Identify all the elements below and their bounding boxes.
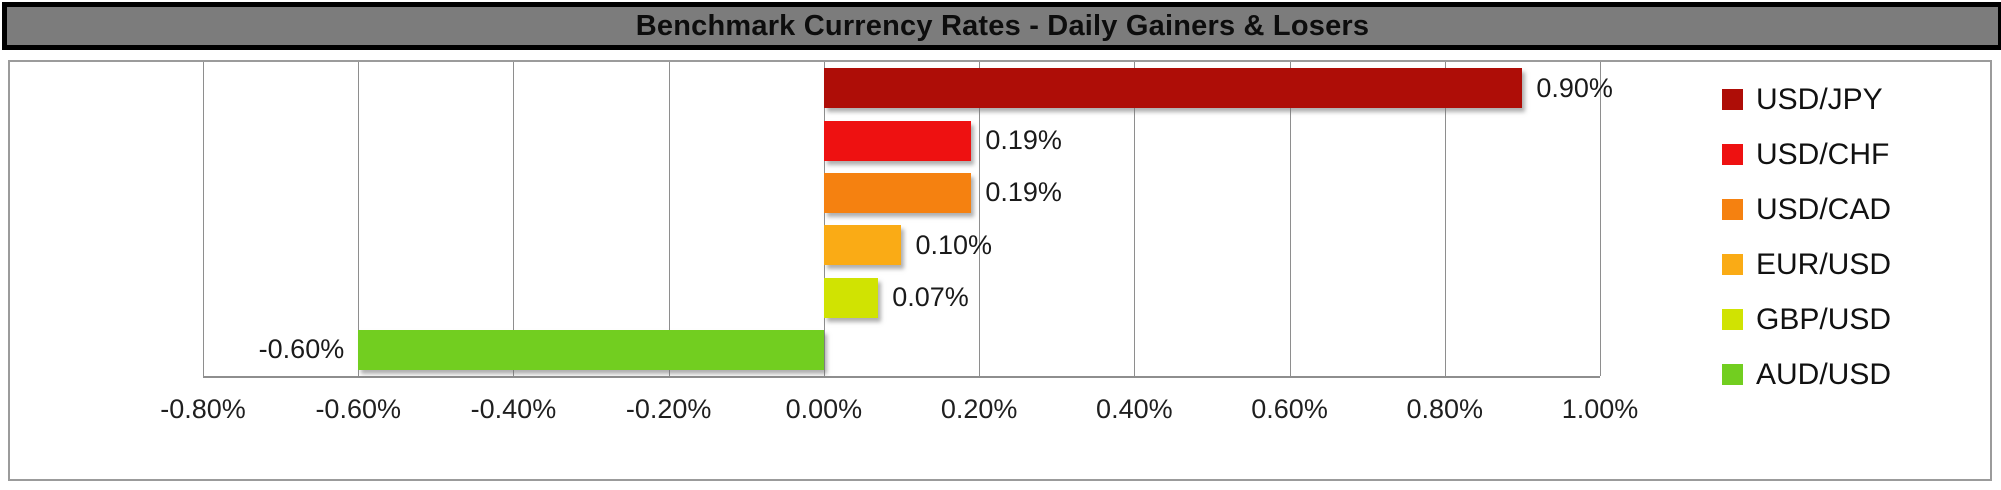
legend-item-usd-jpy: USD/JPY	[1722, 72, 1982, 127]
gridline	[1134, 62, 1136, 376]
bar-value-label: 0.07%	[892, 282, 969, 312]
legend-swatch-icon	[1722, 309, 1743, 330]
gridline	[668, 62, 670, 376]
bar-value-label: -0.60%	[258, 334, 345, 365]
x-tick-label: -0.60%	[315, 394, 401, 424]
legend-label: USD/CAD	[1756, 192, 1892, 226]
gridline	[979, 62, 981, 376]
legend-swatch-icon	[1722, 144, 1743, 165]
x-tick-label: 0.00%	[785, 394, 863, 424]
bar-usd-cad	[823, 172, 972, 213]
gridline	[513, 62, 515, 376]
gridline	[358, 62, 360, 376]
legend-label: USD/JPY	[1756, 82, 1883, 116]
legend-item-aud-usd: AUD/USD	[1722, 347, 1982, 402]
chart-body	[8, 60, 1992, 481]
chart-title: Benchmark Currency Rates - Daily Gainers…	[635, 9, 1370, 42]
x-tick-label: 0.20%	[940, 394, 1018, 424]
gridline	[1289, 62, 1291, 376]
x-tick-label: 0.60%	[1251, 394, 1328, 424]
legend-label: USD/CHF	[1756, 137, 1890, 171]
x-tick-label: -0.80%	[160, 394, 246, 424]
gridline	[1600, 62, 1601, 376]
bar-value-label: 0.10%	[915, 229, 993, 260]
x-tick-label: 0.80%	[1406, 394, 1484, 424]
legend-item-eur-usd: EUR/USD	[1722, 237, 1982, 292]
bar-aud-usd	[358, 329, 824, 370]
legend-swatch-icon	[1722, 254, 1743, 275]
gridline	[823, 62, 825, 376]
legend-label: EUR/USD	[1756, 247, 1892, 281]
x-tick-label: -0.40%	[470, 394, 557, 424]
bar-value-label: 0.90%	[1536, 72, 1613, 103]
legend-swatch-icon	[1722, 89, 1743, 110]
legend-swatch-icon	[1722, 364, 1743, 385]
x-tick-label: -0.20%	[625, 394, 712, 424]
legend-item-usd-cad: USD/CAD	[1722, 182, 1982, 237]
legend: USD/JPY USD/CHF USD/CAD EUR/USD GBP/USD AUD/U…	[1722, 72, 1982, 402]
legend-swatch-icon	[1722, 199, 1743, 220]
legend-label: GBP/USD	[1756, 302, 1892, 336]
x-axis: -0.80% -0.60% -0.40% -0.20% 0.00% 0.20% 0.40% 0…	[160, 394, 1638, 434]
x-tick-label: 0.40%	[1096, 394, 1173, 424]
gridline	[203, 62, 204, 376]
bar-usd-chf	[823, 120, 972, 161]
bar-gbp-usd	[823, 277, 879, 318]
gridline	[1444, 62, 1446, 376]
bar-eur-usd	[823, 225, 902, 266]
legend-item-gbp-usd: GBP/USD	[1722, 292, 1982, 347]
legend-item-usd-chf: USD/CHF	[1722, 127, 1982, 182]
plot-area: 0.90% 0.19% 0.19% 0.10% 0.07% -0.60%	[203, 62, 1613, 378]
legend-label: AUD/USD	[1756, 357, 1892, 391]
x-tick-label: 1.00%	[1561, 394, 1639, 424]
bar-value-label: 0.19%	[985, 177, 1062, 208]
bar-usd-jpy	[823, 68, 1523, 109]
chart-title-bar: Benchmark Currency Rates - Daily Gainers…	[2, 2, 2001, 50]
bar-value-label: 0.19%	[985, 125, 1062, 155]
